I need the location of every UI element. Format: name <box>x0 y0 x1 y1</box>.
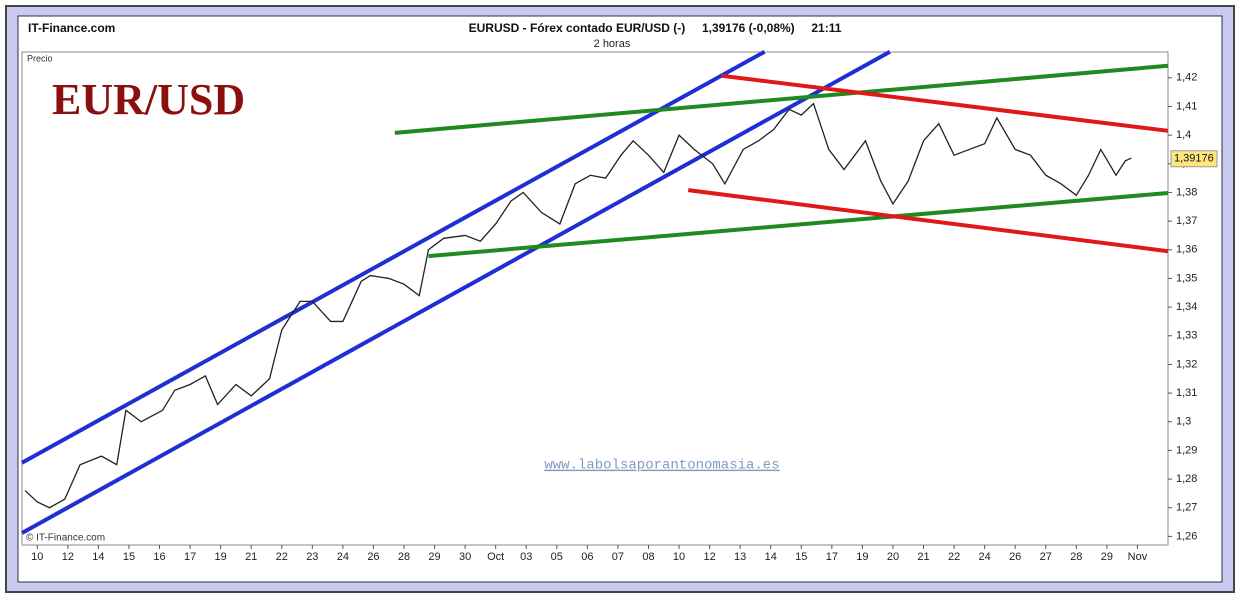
x-tick-label: 13 <box>734 551 746 563</box>
x-tick-label: 16 <box>153 551 165 563</box>
y-label: Precio <box>27 53 53 63</box>
y-tick-label: 1,29 <box>1176 444 1197 456</box>
site-name: IT-Finance.com <box>28 21 115 35</box>
x-tick-label: 29 <box>428 551 440 563</box>
y-tick-label: 1,34 <box>1176 301 1197 313</box>
x-tick-label: 21 <box>245 551 257 563</box>
y-tick-label: 1,32 <box>1176 358 1197 370</box>
trend-line <box>721 73 1169 133</box>
y-tick-label: 1,28 <box>1176 473 1197 485</box>
y-tick-label: 1,35 <box>1176 272 1197 284</box>
x-tick-label: 05 <box>551 551 563 563</box>
x-tick-label: 30 <box>459 551 471 563</box>
y-tick-label: 1,33 <box>1176 330 1197 342</box>
trend-line <box>21 49 766 465</box>
x-tick-label: 12 <box>62 551 74 563</box>
price-line <box>24 102 1132 509</box>
x-tick-label: 23 <box>306 551 318 563</box>
x-tick-label: 24 <box>979 551 991 563</box>
copyright: © IT-Finance.com <box>26 533 105 544</box>
chart-subtitle: 2 horas <box>594 38 631 50</box>
x-tick-label: 19 <box>215 551 227 563</box>
y-tick-label: 1,36 <box>1176 244 1197 256</box>
x-tick-label: 19 <box>856 551 868 563</box>
x-tick-label: 15 <box>123 551 135 563</box>
x-tick-label: 28 <box>1070 551 1082 563</box>
x-tick-label: 10 <box>31 551 43 563</box>
x-tick-label: 15 <box>795 551 807 563</box>
chart-title: EURUSD - Fórex contado EUR/USD (-) 1,391… <box>469 21 842 35</box>
watermark: www.labolsaporantonomasia.es <box>544 458 779 474</box>
y-tick-label: 1,4 <box>1176 129 1191 141</box>
last-price-label: 1,39176 <box>1174 153 1214 165</box>
x-tick-label: 14 <box>92 551 104 563</box>
y-tick-label: 1,27 <box>1176 502 1197 514</box>
x-tick-label: 08 <box>642 551 654 563</box>
y-tick-label: 1,38 <box>1176 186 1197 198</box>
x-tick-label: 07 <box>612 551 624 563</box>
y-tick-label: 1,26 <box>1176 530 1197 542</box>
x-tick-label: 06 <box>581 551 593 563</box>
trend-line <box>428 191 1169 259</box>
x-tick-label: 28 <box>398 551 410 563</box>
x-tick-label: 21 <box>917 551 929 563</box>
y-tick-label: 1,3 <box>1176 416 1191 428</box>
x-tick-label: 22 <box>276 551 288 563</box>
x-tick-label: 20 <box>887 551 899 563</box>
trend-line <box>21 49 891 535</box>
x-tick-label: 10 <box>673 551 685 563</box>
x-tick-label: 27 <box>1040 551 1052 563</box>
x-tick-label: 12 <box>703 551 715 563</box>
x-tick-label: Oct <box>487 551 504 563</box>
x-tick-label: 03 <box>520 551 532 563</box>
x-tick-label: 24 <box>337 551 349 563</box>
y-tick-label: 1,31 <box>1176 387 1197 399</box>
trend-line <box>394 63 1169 135</box>
x-tick-label: 26 <box>1009 551 1021 563</box>
trend-line <box>687 188 1169 254</box>
plot-frame <box>21 51 1169 546</box>
x-tick-label: 22 <box>948 551 960 563</box>
x-tick-label: 14 <box>765 551 777 563</box>
x-tick-label: 29 <box>1101 551 1113 563</box>
y-tick-label: 1,42 <box>1176 72 1197 84</box>
x-tick-label: 17 <box>184 551 196 563</box>
last-price-box <box>1170 150 1218 168</box>
big-label: EUR/USD <box>52 75 245 124</box>
y-tick-label: 1,41 <box>1176 100 1197 112</box>
x-tick-label: Nov <box>1128 551 1148 563</box>
x-tick-label: 26 <box>367 551 379 563</box>
y-tick-label: 1,37 <box>1176 215 1197 227</box>
x-tick-label: 17 <box>826 551 838 563</box>
